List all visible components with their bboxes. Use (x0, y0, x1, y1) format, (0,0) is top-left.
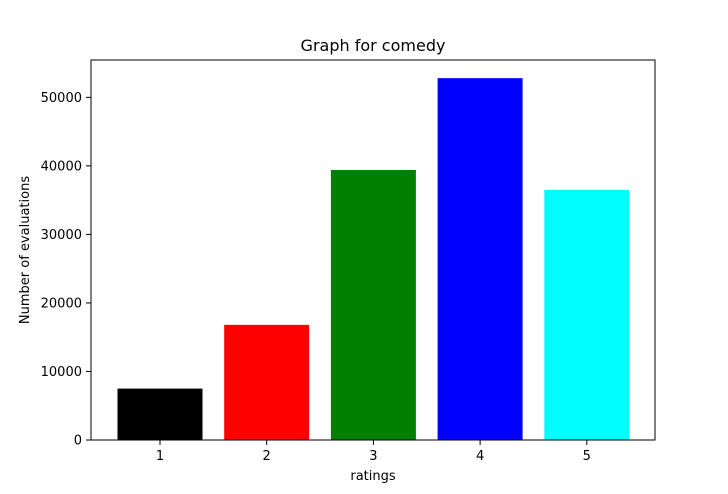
x-tick-label: 5 (583, 449, 591, 464)
y-axis-ticks: 0 10000 20000 30000 40000 50000 (41, 91, 91, 449)
y-tick-label: 50000 (41, 91, 82, 106)
bar-rating-5 (544, 189, 630, 440)
x-axis-label: ratings (350, 469, 396, 484)
bar-rating-4 (437, 78, 523, 440)
y-tick-label: 10000 (41, 365, 82, 380)
bar-rating-1 (117, 388, 203, 440)
x-tick-label: 4 (476, 449, 484, 464)
y-tick-label: 0 (74, 434, 82, 449)
x-tick-label: 1 (156, 449, 164, 464)
y-tick-label: 40000 (41, 159, 82, 174)
y-tick-label: 20000 (41, 296, 82, 311)
x-tick-label: 2 (263, 449, 271, 464)
bar-rating-2 (224, 324, 310, 440)
x-axis-ticks: 1 2 3 4 5 (156, 440, 591, 464)
y-tick-label: 30000 (41, 228, 82, 243)
x-tick-label: 3 (369, 449, 377, 464)
bars-group (117, 78, 630, 441)
chart-title: Graph for comedy (301, 36, 446, 55)
bar-rating-3 (330, 169, 416, 441)
y-axis-label: Number of evaluations (18, 176, 33, 324)
